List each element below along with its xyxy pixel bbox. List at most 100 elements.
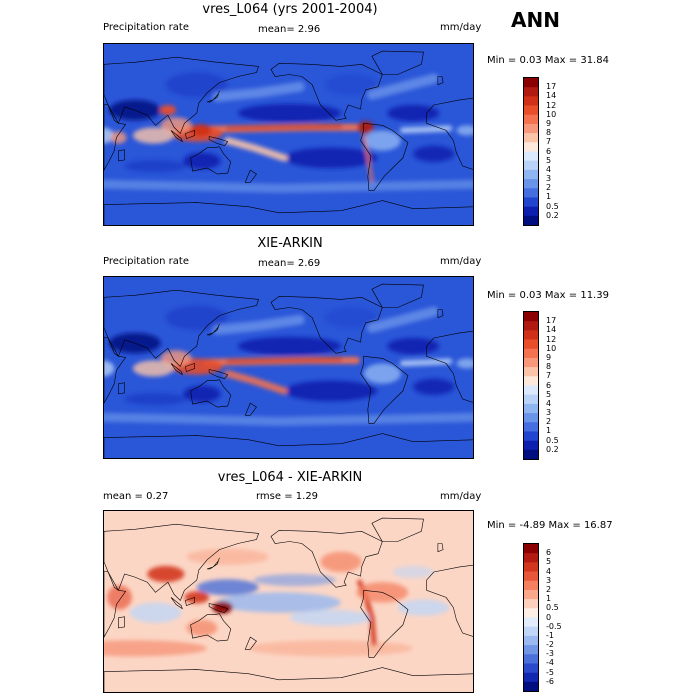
coastline <box>170 130 183 143</box>
colorbar-tick-label: 3 <box>546 408 552 418</box>
colorbar-tick-label: 14 <box>546 325 557 335</box>
colorbar-tick-label: 2 <box>546 417 552 427</box>
field-blob <box>456 125 473 136</box>
colorbar-swatch <box>524 160 538 171</box>
colorbar-tick-label: 0.5 <box>546 603 559 613</box>
panel1-mean: mean= 2.96 <box>258 24 321 35</box>
coastline <box>371 517 424 542</box>
field-blob <box>363 363 401 384</box>
field-blob <box>289 609 372 626</box>
colorbar-swatch <box>524 440 538 451</box>
colorbar-tick-label: 4 <box>546 398 552 408</box>
colorbar-swatch <box>524 367 538 377</box>
panel3-mean: mean = 0.27 <box>103 491 169 502</box>
colorbar-swatch <box>524 78 538 88</box>
colorbar-swatch <box>524 142 538 152</box>
panel1-variable-label: Precipitation rate <box>103 22 189 33</box>
colorbar-swatch <box>524 422 538 432</box>
colorbar-tick-label: 5 <box>546 557 552 567</box>
coastline <box>185 596 195 607</box>
field-blob <box>132 360 175 377</box>
colorbar-swatch <box>524 544 538 554</box>
field-blob <box>190 124 212 137</box>
field-blob <box>110 131 127 144</box>
field-band <box>362 134 374 183</box>
coastline <box>185 129 195 140</box>
panel1-colorbar <box>523 77 539 226</box>
colorbar-tick-label: 4 <box>546 164 552 174</box>
coastline <box>426 97 473 170</box>
field-band <box>224 370 288 395</box>
coastline <box>371 283 424 308</box>
colorbar-tick-label: 10 <box>546 343 557 353</box>
panel1-title: vres_L064 (yrs 2001-2004) <box>202 2 378 17</box>
coastline <box>244 402 257 416</box>
colorbar-swatch <box>524 626 538 637</box>
field-blob <box>107 585 132 610</box>
colorbar-swatch <box>524 151 538 161</box>
colorbar-swatch <box>524 385 538 395</box>
field-blob <box>147 565 185 583</box>
coastline <box>208 603 229 614</box>
coastline <box>244 169 257 183</box>
field-blob <box>248 640 414 657</box>
colorbar-swatch <box>524 553 538 563</box>
colorbar-swatch <box>524 330 538 340</box>
colorbar-swatch <box>524 321 538 331</box>
colorbar-swatch <box>524 645 538 655</box>
coastline <box>360 355 409 424</box>
coastline <box>104 56 260 135</box>
coastline <box>104 336 127 404</box>
colorbar-swatch <box>524 188 538 198</box>
colorbar-tick-label: 7 <box>546 137 552 147</box>
coastline <box>371 50 424 75</box>
coastline <box>437 76 444 86</box>
panel2-colorbar <box>523 311 539 460</box>
field-band <box>224 137 288 162</box>
panel2-mean: mean= 2.69 <box>258 258 321 269</box>
colorbar-swatch <box>524 133 538 143</box>
colorbar-tick-label: 3 <box>546 174 552 184</box>
colorbar-swatch <box>524 357 538 368</box>
colorbar-swatch <box>524 663 538 673</box>
colorbar-tick-label: -5 <box>546 667 554 677</box>
coastline <box>104 667 473 692</box>
field-blob <box>196 579 259 596</box>
colorbar-tick-label: 5 <box>546 155 552 165</box>
colorbar-tick-label: 5 <box>546 389 552 399</box>
colorbar-swatch <box>524 169 538 180</box>
coastline <box>244 636 257 650</box>
colorbar-swatch <box>524 431 538 441</box>
field-blob <box>186 619 218 636</box>
colorbar-swatch <box>524 87 538 97</box>
colorbar-swatch <box>524 179 538 189</box>
panel1-map <box>103 43 474 226</box>
coastline <box>360 122 409 191</box>
coastline <box>208 136 229 147</box>
field-blob <box>320 551 362 572</box>
colorbar-tick-label: -3 <box>546 649 554 659</box>
field-blob <box>104 360 115 377</box>
colorbar-tick-label: 6 <box>546 380 552 390</box>
coastline <box>270 62 383 121</box>
panel1-units: mm/day <box>440 22 482 33</box>
colorbar-tick-label: 14 <box>546 91 557 101</box>
field-blob <box>387 338 440 355</box>
colorbar-swatch <box>524 376 538 386</box>
colorbar-swatch <box>524 96 538 106</box>
field-blob <box>392 565 434 579</box>
coastline <box>104 103 127 171</box>
panel3-units: mm/day <box>440 491 482 502</box>
colorbar-tick-label: 12 <box>546 100 557 110</box>
colorbar-swatch <box>524 681 538 691</box>
colorbar-swatch <box>524 413 538 423</box>
colorbar-tick-label: 0 <box>546 612 552 622</box>
colorbar-swatch <box>524 339 538 350</box>
colorbar-tick-label: 17 <box>546 82 557 92</box>
coastline <box>170 597 183 610</box>
colorbar-tick-label: 1 <box>546 594 552 604</box>
colorbar-swatch <box>524 571 538 582</box>
panel2-units: mm/day <box>440 256 482 267</box>
colorbar-swatch <box>524 206 538 217</box>
field-blob <box>159 105 177 116</box>
